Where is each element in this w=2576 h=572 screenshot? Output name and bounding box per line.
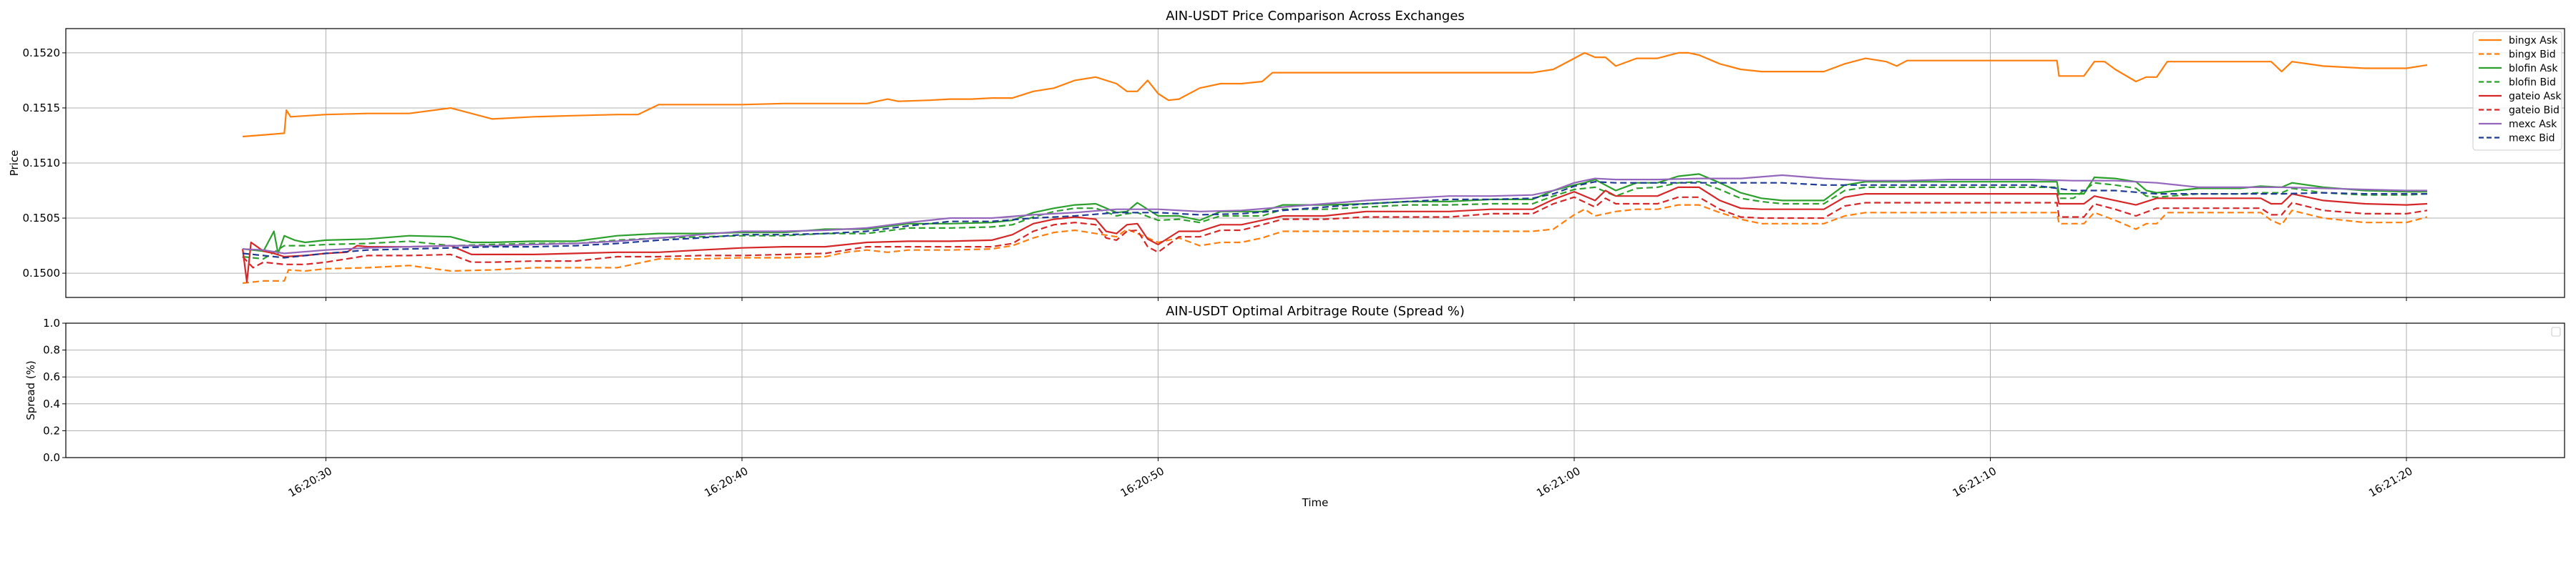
spread-axes-frame — [65, 322, 2565, 458]
spread-y-tick-label: 0.2 — [43, 424, 60, 437]
time-x-axis-label: Time — [1302, 496, 1329, 509]
price-y-axis-label: Price — [8, 150, 21, 177]
series-line-gateio-bid — [242, 196, 2428, 269]
legend-label-blofin-ask: blofin Ask — [2509, 63, 2558, 74]
legend-label-mexc-bid: mexc Bid — [2509, 133, 2555, 144]
spread-y-axis-label: Spread (%) — [24, 360, 37, 420]
series-line-blofin-bid — [242, 181, 2428, 260]
legend-box — [2472, 31, 2562, 151]
price-legend: bingx Ask bingx Bid blofin Ask blofin Bid ga… — [2472, 31, 2562, 151]
legend-label-bingx-ask: bingx Ask — [2509, 35, 2558, 46]
price-y-tick-label: 0.1500 — [23, 267, 61, 280]
series-line-gateio-ask — [242, 186, 2428, 283]
legend-label-blofin-bid: blofin Bid — [2509, 77, 2556, 89]
spread-y-tick-label: 0.8 — [43, 344, 60, 357]
price-y-tick-label: 0.1505 — [23, 212, 61, 225]
legend-label-bingx-bid: bingx Bid — [2509, 49, 2556, 61]
spread-y-tick-label: 1.0 — [43, 317, 60, 330]
price-y-tick-label: 0.1515 — [23, 102, 61, 114]
series-line-mexc-bid — [242, 181, 2428, 259]
price-chart-title: AIN-USDT Price Comparison Across Exchang… — [1166, 9, 1465, 24]
price-y-ticks: 0.1500 0.1505 0.1510 0.1515 0.1520 — [23, 46, 2407, 301]
price-series-group — [242, 51, 2428, 285]
series-line-mexc-ask — [243, 174, 2428, 255]
spread-y-tick-label: 0.0 — [43, 451, 60, 464]
series-line-bingx-ask — [243, 51, 2428, 138]
legend-label-gateio-bid: gateio Bid — [2509, 105, 2560, 117]
price-gridlines — [66, 29, 2565, 297]
spread-y-tick-label: 0.4 — [43, 398, 60, 410]
legend-entries: bingx Ask bingx Bid blofin Ask blofin Bid ga… — [2479, 35, 2562, 144]
legend-label-mexc-ask: mexc Ask — [2509, 119, 2557, 130]
spread-chart-title: AIN-USDT Optimal Arbitrage Route (Spread… — [1166, 304, 1465, 319]
spread-y-ticks: 0.0 0.2 0.4 0.6 0.8 1.0 — [43, 317, 66, 464]
price-panel: AIN-USDT Price Comparison Across Exchang… — [8, 9, 2565, 301]
spread-y-tick-label: 0.6 — [43, 370, 60, 383]
legend-label-gateio-ask: gateio Ask — [2509, 91, 2562, 102]
price-y-tick-label: 0.1520 — [23, 46, 61, 59]
series-line-bingx-bid — [242, 204, 2428, 285]
spread-legend-box — [2551, 327, 2561, 337]
price-y-tick-label: 0.1510 — [23, 157, 61, 169]
